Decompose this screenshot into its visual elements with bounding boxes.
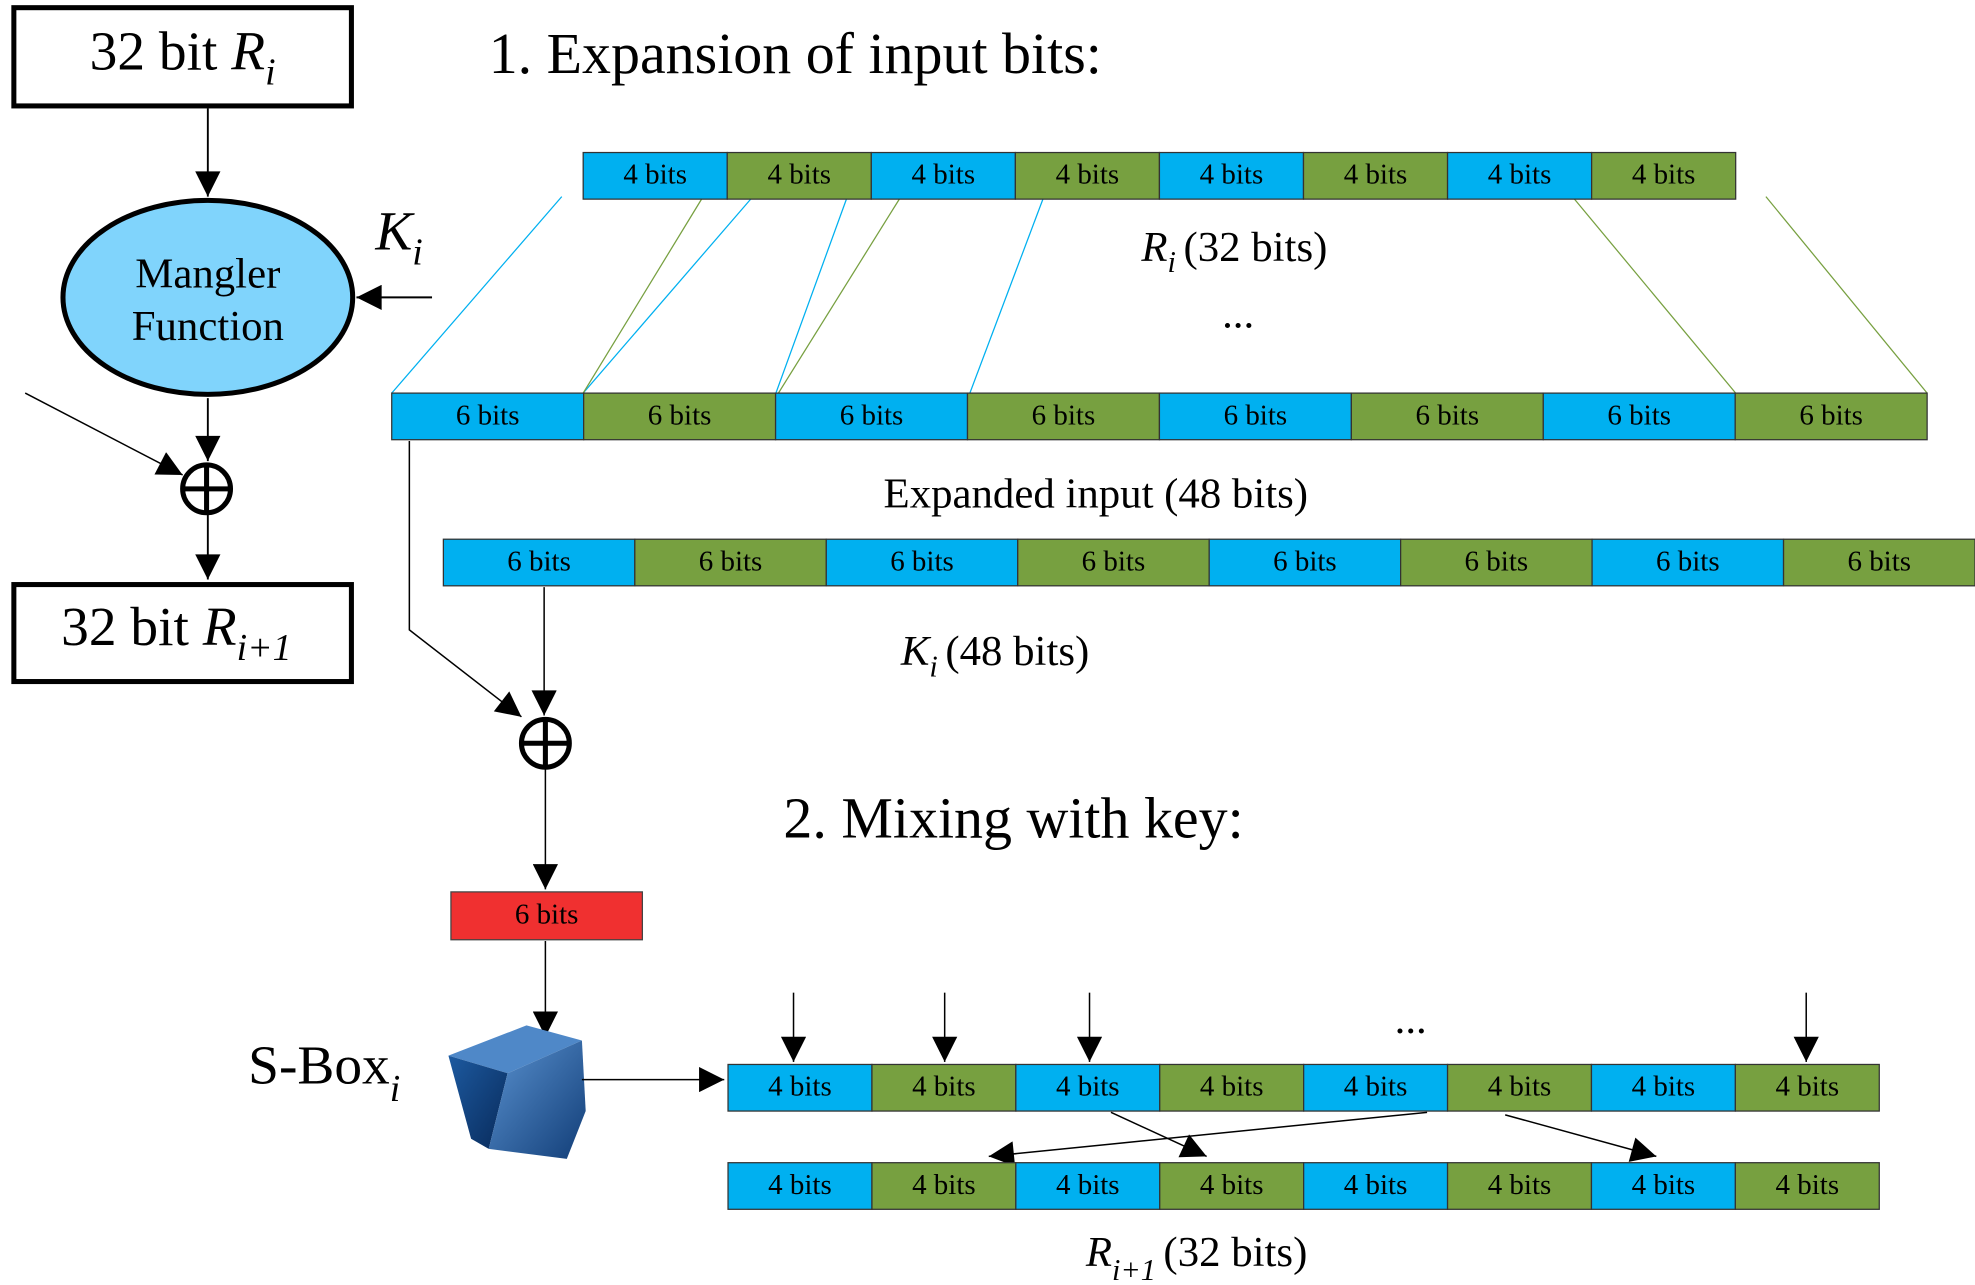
text: (32 bits): [1163, 1229, 1307, 1276]
sub: i: [390, 1068, 401, 1110]
bit-label: 4 bits: [1776, 1169, 1840, 1201]
bit-row: 4 bits 4 bits 4 bits 4 bits 4 bits 4 bits 4 bi…: [728, 1064, 1879, 1111]
input-arrows: [794, 993, 1807, 1062]
bit-label: 4 bits: [1056, 159, 1120, 191]
var: K: [900, 628, 932, 675]
ellipsis: ...: [1395, 996, 1427, 1043]
mangler-label: Mangler: [135, 250, 280, 297]
bit-label: 6 bits: [890, 545, 954, 577]
key-caption: Ki(48 bits): [900, 628, 1089, 683]
sub: i: [929, 650, 937, 684]
bit-label: 4 bits: [1056, 1071, 1120, 1103]
bit-label: 4 bits: [1632, 159, 1696, 191]
var: R: [202, 596, 237, 657]
bit-label: 6 bits: [1656, 545, 1720, 577]
rows: 4 bits 4 bits 4 bits 4 bits 4 bits 4 bits 4 bi…: [392, 153, 1975, 1210]
text: (48 bits): [945, 628, 1089, 675]
bit-label: 4 bits: [768, 1071, 832, 1103]
bit-label: 4 bits: [768, 1169, 832, 1201]
mangler-label: Function: [132, 303, 284, 350]
bit-label: 6 bits: [648, 399, 712, 431]
mangler: [63, 200, 353, 394]
r-caption: Ri(32 bits): [1140, 224, 1327, 279]
xor: [521, 719, 569, 767]
ellipsis: ...: [1222, 291, 1254, 338]
bit-row: 6 bits 6 bits 6 bits 6 bits 6 bits 6 bits 6 bi…: [392, 393, 1927, 440]
bit-row: 6 bits 6 bits 6 bits 6 bits 6 bits 6 bits 6 bi…: [443, 539, 1975, 586]
sub: i: [1168, 245, 1176, 279]
bit-label: 6 bits: [699, 545, 763, 577]
section-title: 2. Mixing with key:: [783, 786, 1243, 851]
expanded-caption: Expanded input (48 bits): [884, 471, 1308, 518]
bit-label: 4 bits: [912, 159, 976, 191]
bit-label: 6 bits: [1082, 545, 1146, 577]
text: 32 bit: [61, 596, 189, 657]
text: S-Box: [248, 1034, 390, 1095]
bit-label: 4 bits: [1200, 159, 1264, 191]
bit-label: 6 bits: [840, 399, 904, 431]
bit-row: 4 bits 4 bits 4 bits 4 bits 4 bits 4 bits 4 bi…: [728, 1163, 1879, 1210]
bit-label: 4 bits: [1776, 1071, 1840, 1103]
bit-label: 4 bits: [912, 1071, 976, 1103]
var: R: [1140, 224, 1167, 271]
bit-label: 4 bits: [1488, 1071, 1552, 1103]
bit-label: 6 bits: [1032, 399, 1096, 431]
text: (32 bits): [1183, 224, 1327, 271]
bit-label: 4 bits: [1200, 1169, 1264, 1201]
bit-label: 4 bits: [623, 159, 687, 191]
xor: [183, 465, 231, 513]
bit-label: 4 bits: [1632, 1169, 1696, 1201]
bit-label: 6 bits: [507, 545, 571, 577]
var: R: [1085, 1229, 1112, 1276]
bit-label: 4 bits: [767, 159, 831, 191]
bit-row: 4 bits 4 bits 4 bits 4 bits 4 bits 4 bits 4 bi…: [583, 153, 1736, 200]
bit-label: 6 bits: [1799, 399, 1863, 431]
sbox-cube: [448, 1025, 585, 1159]
var: R: [230, 20, 265, 81]
key-label: Ki: [374, 201, 422, 274]
bit-label: 4 bits: [1344, 159, 1408, 191]
bit-label: 4 bits: [1056, 1169, 1120, 1201]
bit-label: 4 bits: [1632, 1071, 1696, 1103]
sub: i+1: [237, 627, 292, 669]
bit-label: 6 bits: [456, 399, 520, 431]
permutation-arrows: [989, 1112, 1657, 1156]
bit-label: 4 bits: [1488, 159, 1552, 191]
bit-label: 4 bits: [1488, 1169, 1552, 1201]
bit-label: 6 bits: [1465, 545, 1529, 577]
sub: i: [412, 232, 423, 274]
bit-label: 6 bits: [1224, 399, 1288, 431]
bit-label: 6 bits: [1273, 545, 1337, 577]
sub: i+1: [1112, 1253, 1156, 1285]
bit-label: 4 bits: [1200, 1071, 1264, 1103]
sbox-input-label: 6 bits: [515, 899, 579, 931]
diagram: 32 bit Ri Mangler Function Ki 32 bit Ri+…: [0, 0, 1975, 1285]
arrow: [25, 393, 182, 475]
text: 32 bit: [90, 20, 218, 81]
bit-label: 6 bits: [1416, 399, 1480, 431]
bit-label: 6 bits: [1607, 399, 1671, 431]
bit-label: 6 bits: [1847, 545, 1911, 577]
var: K: [374, 201, 415, 262]
bit-label: 4 bits: [1344, 1071, 1408, 1103]
bit-label: 4 bits: [912, 1169, 976, 1201]
section-title: 1. Expansion of input bits:: [489, 21, 1102, 86]
bit-label: 4 bits: [1344, 1169, 1408, 1201]
sub: i: [265, 52, 276, 94]
output-caption: Ri+1(32 bits): [1085, 1229, 1308, 1285]
sbox-label: S-Boxi: [248, 1034, 400, 1110]
